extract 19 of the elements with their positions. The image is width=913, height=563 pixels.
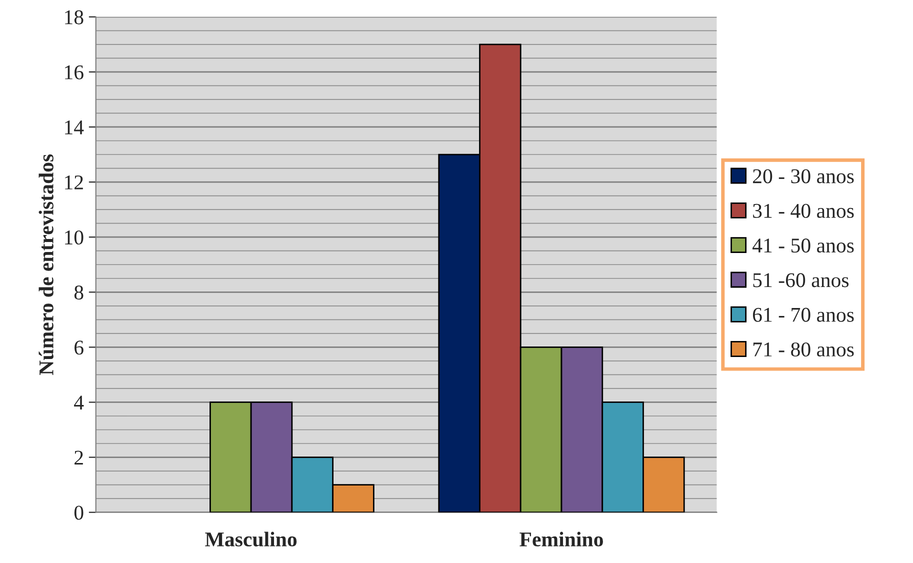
- y-tick-label: 6: [74, 340, 84, 355]
- legend-label: 61 - 70 anos: [752, 308, 854, 322]
- legend-label: 71 - 80 anos: [753, 342, 854, 356]
- y-tick-label: 4: [74, 396, 84, 410]
- y-tick-label: 16: [65, 65, 84, 80]
- y-tick-label: 18: [65, 10, 84, 24]
- y-tick-label: 8: [74, 286, 84, 300]
- y-axis-title: Número de entrevistados: [38, 154, 54, 375]
- legend-label: 31 - 40 anos: [753, 204, 854, 218]
- y-tick-label: 12: [65, 175, 83, 190]
- y-tick-label: 14: [65, 120, 84, 134]
- legend-label: 41 - 50 anos: [752, 238, 854, 253]
- y-tick-label: 10: [65, 230, 84, 245]
- legend-label: 20 - 30 anos: [752, 169, 854, 184]
- x-tick-label: Feminino: [520, 532, 603, 546]
- y-tick-label: 0: [74, 506, 84, 520]
- y-tick-label: 2: [74, 450, 83, 465]
- legend-label: 51 -60 anos: [753, 273, 849, 288]
- x-tick-label: Masculino: [205, 532, 297, 546]
